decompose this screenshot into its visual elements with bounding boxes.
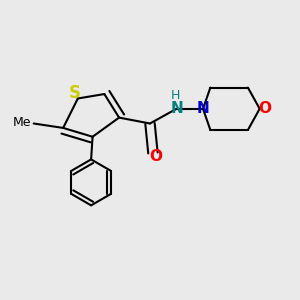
Text: O: O xyxy=(259,101,272,116)
Text: S: S xyxy=(69,84,81,102)
Text: Me: Me xyxy=(13,116,31,128)
Text: N: N xyxy=(170,101,183,116)
Text: N: N xyxy=(196,101,209,116)
Text: O: O xyxy=(149,149,162,164)
Text: H: H xyxy=(170,89,180,102)
